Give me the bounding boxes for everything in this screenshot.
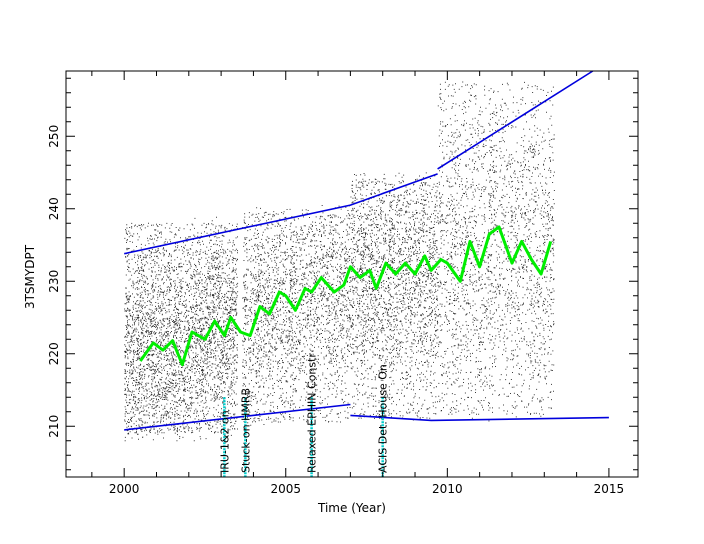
y-tick-label-230: 230 — [47, 270, 61, 293]
x-tick-label-2005: 2005 — [270, 482, 301, 496]
y-tick-label-250: 250 — [47, 125, 61, 148]
x-axis-label: Time (Year) — [317, 501, 386, 515]
envelope-lower-segment-1 — [350, 414, 609, 422]
moving-average — [139, 225, 553, 367]
event-label-2: Relaxed EPHIN Constr — [306, 353, 319, 473]
envelope-upper-segment-1 — [437, 70, 594, 170]
plot-frame — [65, 70, 639, 478]
envelope-lower-segment-0 — [124, 403, 351, 431]
envelope-lines — [124, 70, 609, 431]
y-tick-label-220: 220 — [47, 342, 61, 365]
moving-average-line — [139, 225, 553, 367]
y-tick-label-210: 210 — [47, 415, 61, 438]
x-tick-label-2010: 2010 — [432, 482, 463, 496]
event-label-3: ACIS Det. House On — [377, 364, 390, 473]
event-markers: IRU-1&2 on Stuck-on HMRB Relaxed EPHIN Con… — [218, 353, 390, 477]
x-tick-label-2015: 2015 — [594, 482, 625, 496]
axes: 2000 2005 2010 2015 210 220 230 240 250 — [47, 70, 639, 496]
x-tick-label-2000: 2000 — [109, 482, 140, 496]
y-tick-label-240: 240 — [47, 197, 61, 220]
event-label-1: Stuck-on HMRB — [239, 388, 252, 473]
event-label-0: IRU-1&2 on — [218, 410, 231, 473]
envelope-upper-segment-0 — [124, 173, 438, 255]
y-axis-label: 3TSMYDPT — [23, 244, 37, 309]
